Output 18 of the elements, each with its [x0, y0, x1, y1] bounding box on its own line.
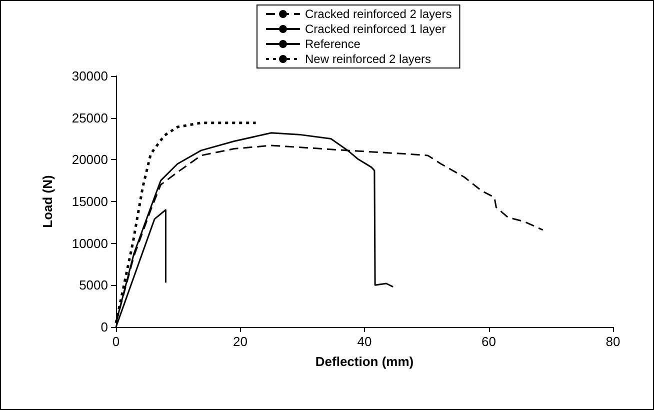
y-tick-label: 5000: [79, 278, 108, 293]
x-tick-label: 40: [357, 334, 372, 349]
x-tick-label: 80: [606, 334, 620, 349]
x-axis-title: Deflection (mm): [315, 354, 414, 369]
legend-label: Cracked reinforced 2 layers: [305, 7, 452, 21]
y-tick-label: 0: [100, 320, 108, 334]
x-tick-label: 60: [482, 334, 496, 349]
y-tick-label: 25000: [72, 110, 108, 126]
y-tick-label: 10000: [72, 236, 108, 251]
x-tick-label: 20: [233, 334, 248, 349]
y-tick-label: 20000: [72, 152, 108, 168]
y-tick-label: 30000: [72, 68, 108, 84]
legend-label: New reinforced 2 layers: [305, 52, 432, 66]
x-tick-label: 0: [112, 334, 120, 349]
legend-label: Cracked reinforced 1 layer: [305, 22, 446, 36]
legend-label: Reference: [305, 37, 361, 51]
y-tick-label: 15000: [72, 194, 108, 209]
y-axis-title: Load (N): [40, 175, 55, 228]
